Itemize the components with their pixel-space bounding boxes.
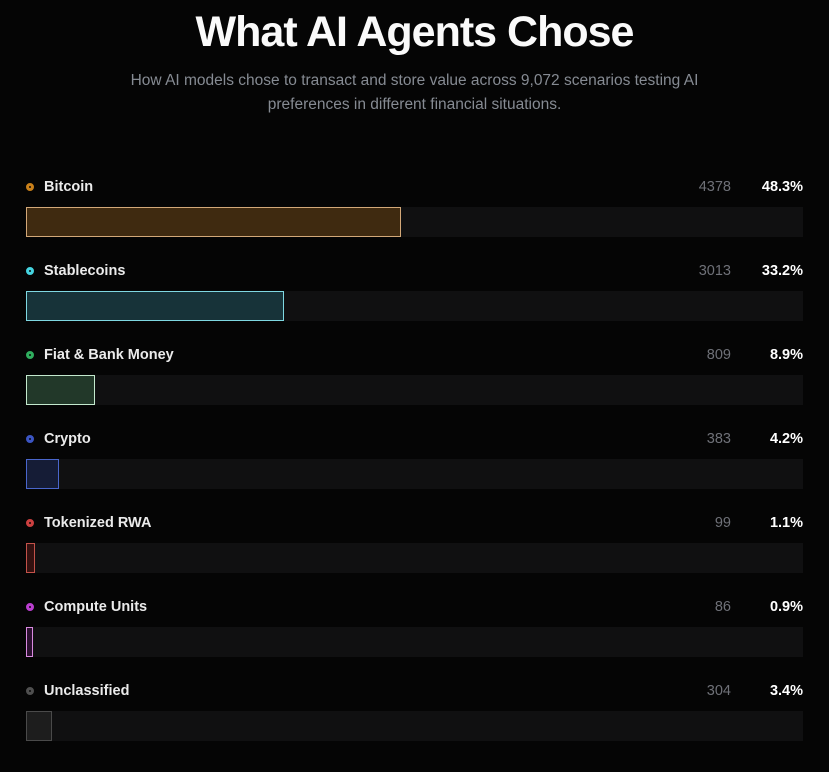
chart-row: Crypto 383 4.2% — [26, 429, 803, 489]
bar-track — [26, 711, 803, 741]
row-header: Fiat & Bank Money 809 8.9% — [26, 345, 803, 365]
bar-fill — [26, 711, 53, 741]
category-percent: 33.2% — [761, 263, 803, 279]
category-percent: 48.3% — [761, 179, 803, 195]
category-label: Unclassified — [44, 683, 130, 699]
row-header: Crypto 383 4.2% — [26, 429, 803, 449]
legend-dot-icon — [26, 519, 34, 527]
category-percent: 1.1% — [769, 515, 803, 531]
page-subtitle: How AI models chose to transact and stor… — [130, 72, 699, 113]
row-header: Stablecoins 3013 33.2% — [26, 261, 803, 281]
chart-row: Compute Units 86 0.9% — [26, 597, 803, 657]
row-header: Bitcoin 4378 48.3% — [26, 177, 803, 197]
category-percent: 3.4% — [769, 683, 803, 699]
category-label: Fiat & Bank Money — [44, 347, 174, 363]
category-count: 86 — [714, 599, 731, 615]
legend-dot-icon — [26, 267, 34, 275]
category-count: 383 — [706, 431, 731, 447]
category-count: 3013 — [698, 263, 731, 279]
bar-fill — [26, 543, 35, 573]
category-label: Stablecoins — [44, 263, 126, 279]
category-label: Compute Units — [44, 599, 148, 615]
category-count: 304 — [706, 683, 731, 699]
chart-row: Tokenized RWA 99 1.1% — [26, 513, 803, 573]
legend-dot-icon — [26, 435, 34, 443]
bar-fill — [26, 207, 402, 237]
category-label: Bitcoin — [44, 179, 94, 195]
legend-dot-icon — [26, 351, 34, 359]
chart-rows: Bitcoin 4378 48.3% Stablecoins 3013 33.2… — [26, 177, 803, 741]
category-count: 4378 — [698, 179, 731, 195]
category-label: Tokenized RWA — [44, 515, 152, 531]
page-title: What AI Agents Chose — [195, 8, 635, 56]
category-count: 809 — [706, 347, 731, 363]
category-count: 99 — [714, 515, 731, 531]
category-percent: 4.2% — [769, 431, 803, 447]
bar-track — [26, 375, 803, 405]
row-header: Compute Units 86 0.9% — [26, 597, 803, 617]
legend-dot-icon — [26, 183, 34, 191]
bar-track — [26, 207, 803, 237]
bar-fill — [26, 627, 33, 657]
category-percent: 8.9% — [769, 347, 803, 363]
bar-fill — [26, 459, 59, 489]
chart-row: Unclassified 304 3.4% — [26, 681, 803, 741]
chart-row: Stablecoins 3013 33.2% — [26, 261, 803, 321]
category-label: Crypto — [44, 431, 91, 447]
row-header: Tokenized RWA 99 1.1% — [26, 513, 803, 533]
legend-dot-icon — [26, 603, 34, 611]
chart-row: Bitcoin 4378 48.3% — [26, 177, 803, 237]
bar-fill — [26, 291, 284, 321]
category-percent: 0.9% — [769, 599, 803, 615]
legend-dot-icon — [26, 687, 34, 695]
chart-row: Fiat & Bank Money 809 8.9% — [26, 345, 803, 405]
bar-track — [26, 627, 803, 657]
bar-track — [26, 291, 803, 321]
row-header: Unclassified 304 3.4% — [26, 681, 803, 701]
bar-fill — [26, 375, 96, 405]
bar-track — [26, 459, 803, 489]
bar-track — [26, 543, 803, 573]
